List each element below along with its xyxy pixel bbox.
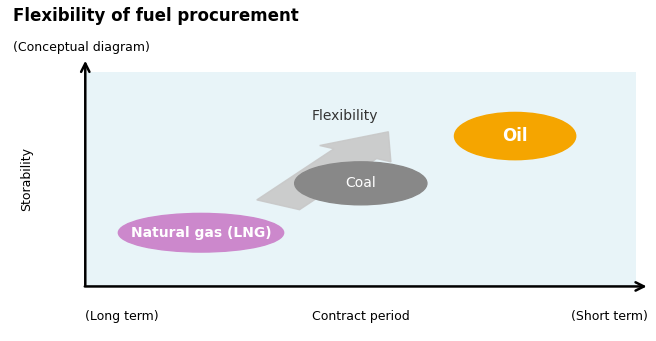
Text: Flexibility: Flexibility xyxy=(311,109,378,123)
Text: (Long term): (Long term) xyxy=(85,310,159,323)
Text: Natural gas (LNG): Natural gas (LNG) xyxy=(131,226,272,240)
Ellipse shape xyxy=(455,113,576,160)
Text: (Short term): (Short term) xyxy=(571,310,648,323)
Text: Storability: Storability xyxy=(20,147,33,211)
Ellipse shape xyxy=(295,162,427,205)
Text: Coal: Coal xyxy=(346,176,376,190)
Ellipse shape xyxy=(118,213,283,252)
Text: Oil: Oil xyxy=(502,127,528,145)
Text: Contract period: Contract period xyxy=(312,310,410,323)
Text: (Conceptual diagram): (Conceptual diagram) xyxy=(13,41,150,54)
Text: Flexibility of fuel procurement: Flexibility of fuel procurement xyxy=(13,7,299,25)
Polygon shape xyxy=(256,132,391,210)
